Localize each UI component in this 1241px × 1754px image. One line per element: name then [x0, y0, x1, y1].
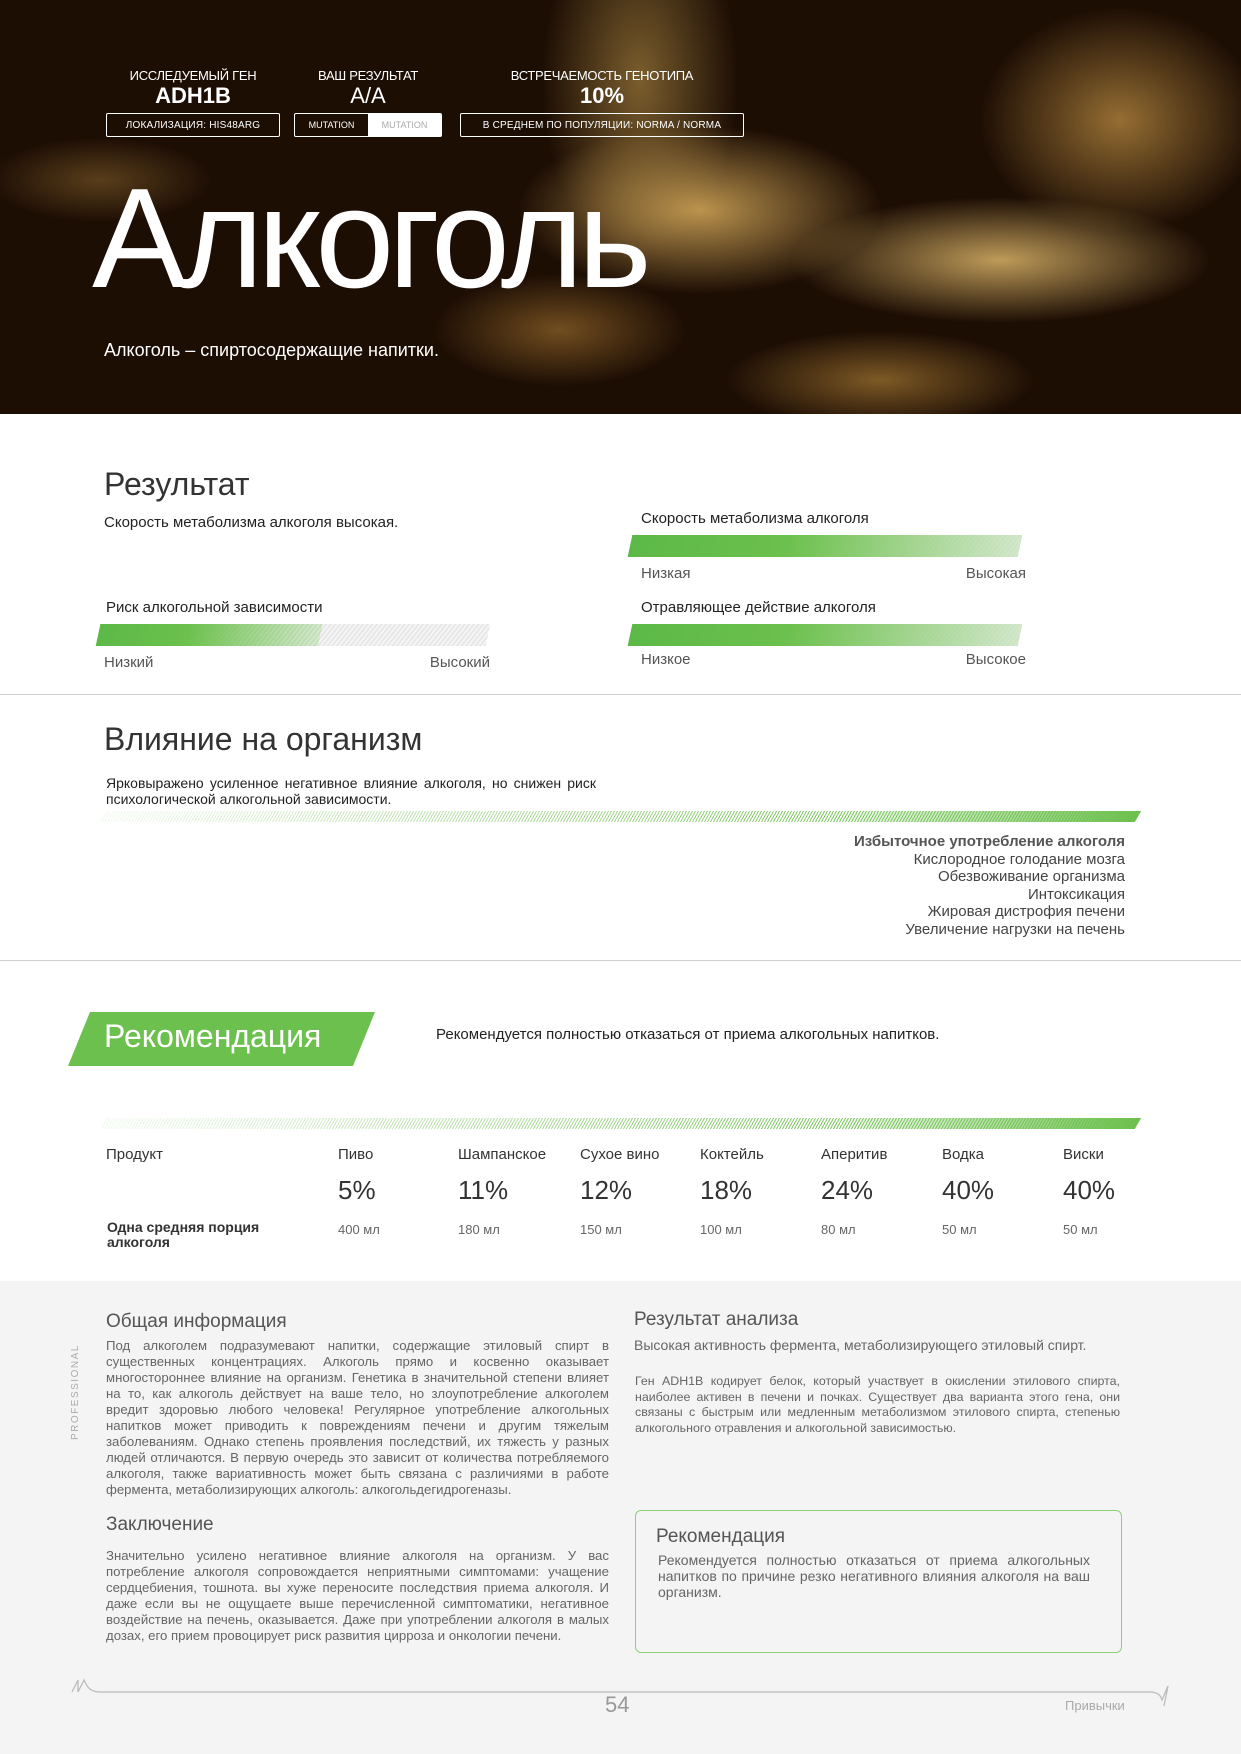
- recommendation-box: Рекомендация Рекомендуется полностью отк…: [635, 1510, 1122, 1653]
- mutation-toggle: MUTATION MUTATION: [294, 113, 442, 137]
- portion-label: Одна средняя порция алкоголя: [107, 1219, 260, 1250]
- divider: [0, 960, 1241, 961]
- localization-box: ЛОКАЛИЗАЦИЯ: HIS48ARG: [106, 113, 280, 137]
- divider: [0, 694, 1241, 695]
- professional-label: PROFESSIONAL: [70, 1344, 81, 1440]
- analysis-subtitle: Высокая активность фермента, метаболизир…: [634, 1337, 1087, 1353]
- page-number: 54: [605, 1692, 630, 1717]
- product-name: Водка: [942, 1146, 985, 1163]
- result-summary: Скорость метаболизма алкоголя высокая.: [104, 514, 399, 531]
- mutation-right: MUTATION: [368, 114, 441, 136]
- recommendation-box-text: Рекомендуется полностью отказаться от пр…: [658, 1552, 1090, 1600]
- recommendation-box-title: Рекомендация: [656, 1526, 786, 1547]
- analysis-title: Результат анализа: [634, 1309, 799, 1330]
- conclusion-text: Значительно усилено негативное влияние а…: [106, 1548, 609, 1643]
- effect-item: Интоксикация: [1027, 885, 1125, 903]
- freq-note-box: В СРЕДНЕМ ПО ПОПУЛЯЦИИ: NORMA / NORMA: [460, 113, 744, 137]
- effect-item: Жировая дистрофия печени: [927, 903, 1125, 921]
- analysis-text: Ген ADH1B кодирует белок, который участв…: [635, 1374, 1120, 1435]
- scale-fill: [627, 535, 1023, 557]
- influence-text: Ярковыражено усиленное негативное влияни…: [106, 775, 596, 807]
- product-abv: 24%: [821, 1175, 874, 1205]
- scale-label: Отравляющее действие алкоголя: [641, 599, 876, 616]
- info-section: [0, 1281, 1241, 1754]
- product-portion: 50 мл: [1063, 1222, 1098, 1237]
- page-subtitle: Алкоголь – спиртосодержащие напитки.: [104, 340, 439, 360]
- section-name: Привычки: [1065, 1698, 1125, 1713]
- product-portion: 400 мл: [338, 1222, 380, 1237]
- scale-fill: [95, 624, 323, 646]
- footer-line: [71, 1678, 1169, 1707]
- recommendation-banner: [68, 1012, 375, 1066]
- page-title: Алкоголь: [92, 159, 652, 318]
- freq-label: ВСТРЕЧАЕМОСТЬ ГЕНОТИПА: [510, 68, 694, 83]
- scale-toxicity: Отравляющее действие алкоголя Низкое Выс…: [627, 599, 1030, 668]
- effect-item: Обезвоживание организма: [937, 868, 1125, 886]
- effect-item: Кислородное голодание мозга: [913, 850, 1125, 868]
- product-portion: 180 мл: [458, 1222, 500, 1237]
- product-abv: 40%: [1063, 1175, 1116, 1205]
- influence-title: Влияние на организм: [104, 721, 423, 757]
- gene-value: ADH1B: [155, 83, 231, 108]
- scale-metabolism: Скорость метаболизма алкоголя Низкая Выс…: [627, 510, 1030, 582]
- product-abv: 40%: [942, 1175, 995, 1205]
- recommendation-title: Рекомендация: [104, 1018, 322, 1054]
- product-portion: 50 мл: [942, 1222, 977, 1237]
- product-name: Виски: [1063, 1146, 1104, 1163]
- product-portion: 150 мл: [580, 1222, 622, 1237]
- product-name: Аперитив: [821, 1146, 888, 1163]
- product-abv: 11%: [458, 1175, 509, 1205]
- product-name: Коктейль: [700, 1146, 764, 1163]
- scale-low: Низкое: [641, 651, 691, 668]
- product-header: Продукт: [106, 1146, 163, 1163]
- result-title: Результат: [104, 466, 250, 502]
- hero-banner: ИССЛЕДУЕМЫЙ ГЕН ADH1B ЛОКАЛИЗАЦИЯ: HIS48…: [0, 0, 1241, 414]
- effect-item: Избыточное употребление алкоголя: [854, 833, 1125, 850]
- recommendation-text: Рекомендуется полностью отказаться от пр…: [436, 1026, 940, 1043]
- product-name: Шампанское: [458, 1146, 547, 1163]
- conclusion-title: Заключение: [106, 1514, 214, 1535]
- product-portion: 80 мл: [821, 1222, 856, 1237]
- product-abv: 18%: [700, 1175, 753, 1205]
- result-label: ВАШ РЕЗУЛЬТАТ: [318, 68, 418, 83]
- product-portion: 100 мл: [700, 1222, 742, 1237]
- influence-stripe: [100, 811, 1142, 822]
- freq-value: 10%: [579, 83, 625, 108]
- scale-bar: [95, 624, 491, 646]
- mutation-left: MUTATION: [308, 120, 355, 130]
- scale-fill: [627, 624, 1023, 646]
- scale-bar: [627, 535, 1023, 557]
- product-abv: 5%: [338, 1175, 376, 1205]
- scale-low: Низкий: [104, 654, 154, 671]
- product-name: Пиво: [338, 1146, 374, 1163]
- gene-label: ИССЛЕДУЕМЫЙ ГЕН: [129, 68, 257, 83]
- scale-high: Высокая: [965, 565, 1026, 582]
- scale-high: Высокое: [965, 651, 1026, 668]
- product-abv: 12%: [580, 1175, 633, 1205]
- scale-low: Низкая: [641, 565, 691, 582]
- scale-label: Скорость метаболизма алкоголя: [641, 510, 869, 527]
- table-stripe: [100, 1118, 1142, 1129]
- product-name: Сухое вино: [580, 1146, 660, 1163]
- result-value: A/A: [350, 83, 386, 108]
- effect-item: Увеличение нагрузки на печень: [905, 920, 1125, 938]
- general-info-title: Общая информация: [106, 1311, 287, 1332]
- scale-label: Риск алкогольной зависимости: [106, 599, 323, 616]
- scale-bar: [627, 624, 1023, 646]
- effects-list: Избыточное употребление алкоголя Кислоро…: [854, 833, 1125, 939]
- scale-high: Высокий: [429, 654, 490, 671]
- general-info-text: Под алкоголем подразумевают напитки, сод…: [106, 1338, 609, 1497]
- scale-dependency-risk: Риск алкогольной зависимости Низкий Высо…: [95, 599, 498, 671]
